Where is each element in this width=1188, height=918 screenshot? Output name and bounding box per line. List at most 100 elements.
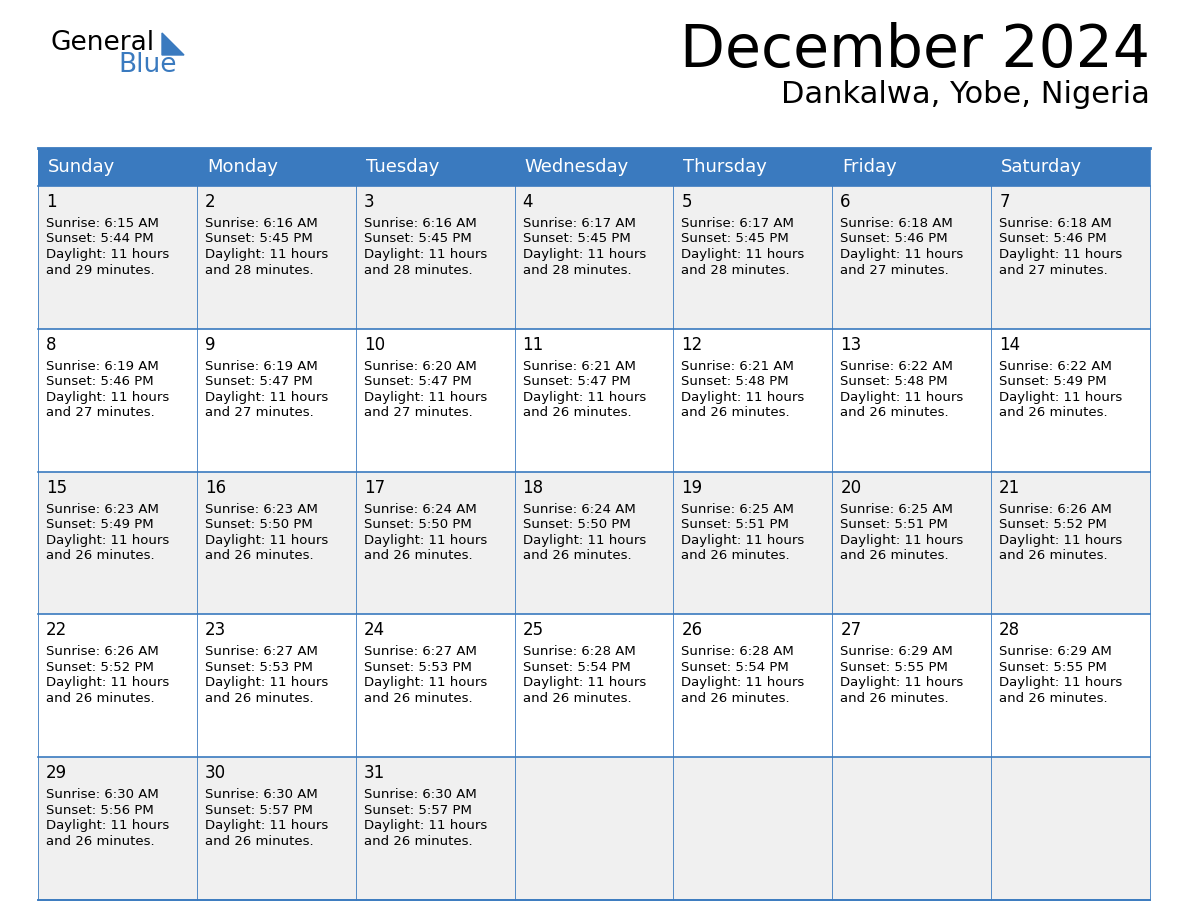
Bar [833, 186, 991, 329]
Bar [38, 329, 197, 472]
Text: Sunset: 5:49 PM: Sunset: 5:49 PM [999, 375, 1107, 388]
Text: Daylight: 11 hours: Daylight: 11 hours [204, 248, 328, 261]
Text: Daylight: 11 hours: Daylight: 11 hours [364, 248, 487, 261]
Text: and 27 minutes.: and 27 minutes. [840, 263, 949, 276]
Text: Sunday: Sunday [48, 158, 115, 176]
Text: Sunset: 5:51 PM: Sunset: 5:51 PM [840, 518, 948, 532]
Text: Sunrise: 6:26 AM: Sunrise: 6:26 AM [999, 502, 1112, 516]
Text: 14: 14 [999, 336, 1020, 353]
Text: Sunset: 5:47 PM: Sunset: 5:47 PM [364, 375, 472, 388]
Text: 16: 16 [204, 478, 226, 497]
Bar [197, 329, 355, 472]
Bar [674, 472, 833, 614]
Text: and 26 minutes.: and 26 minutes. [364, 834, 473, 847]
Text: 5: 5 [682, 193, 691, 211]
Text: Sunrise: 6:20 AM: Sunrise: 6:20 AM [364, 360, 476, 373]
Text: and 26 minutes.: and 26 minutes. [999, 692, 1107, 705]
Bar [833, 472, 991, 614]
Text: 29: 29 [46, 764, 68, 782]
Text: and 27 minutes.: and 27 minutes. [204, 407, 314, 420]
Text: and 28 minutes.: and 28 minutes. [204, 263, 314, 276]
Text: Friday: Friday [842, 158, 897, 176]
Text: Daylight: 11 hours: Daylight: 11 hours [46, 248, 169, 261]
Text: 6: 6 [840, 193, 851, 211]
Bar [991, 614, 1150, 757]
Text: 25: 25 [523, 621, 544, 640]
Text: Daylight: 11 hours: Daylight: 11 hours [523, 677, 646, 689]
Text: Monday: Monday [207, 158, 278, 176]
Text: Daylight: 11 hours: Daylight: 11 hours [682, 533, 804, 546]
Bar [674, 757, 833, 900]
Text: Sunrise: 6:30 AM: Sunrise: 6:30 AM [204, 789, 317, 801]
Text: Sunset: 5:57 PM: Sunset: 5:57 PM [204, 803, 312, 817]
Text: Sunset: 5:46 PM: Sunset: 5:46 PM [46, 375, 153, 388]
Text: Sunset: 5:46 PM: Sunset: 5:46 PM [840, 232, 948, 245]
Text: Blue: Blue [118, 52, 177, 78]
Text: Sunset: 5:55 PM: Sunset: 5:55 PM [840, 661, 948, 674]
Text: Daylight: 11 hours: Daylight: 11 hours [999, 248, 1123, 261]
Text: Daylight: 11 hours: Daylight: 11 hours [46, 391, 169, 404]
Text: Daylight: 11 hours: Daylight: 11 hours [204, 677, 328, 689]
Text: Daylight: 11 hours: Daylight: 11 hours [204, 533, 328, 546]
Text: Daylight: 11 hours: Daylight: 11 hours [364, 677, 487, 689]
Text: and 26 minutes.: and 26 minutes. [999, 407, 1107, 420]
Text: Daylight: 11 hours: Daylight: 11 hours [46, 677, 169, 689]
Text: Sunset: 5:48 PM: Sunset: 5:48 PM [682, 375, 789, 388]
Text: and 28 minutes.: and 28 minutes. [523, 263, 631, 276]
Bar [991, 472, 1150, 614]
Text: Daylight: 11 hours: Daylight: 11 hours [999, 391, 1123, 404]
Text: December 2024: December 2024 [680, 22, 1150, 79]
Bar [355, 148, 514, 186]
Bar [514, 757, 674, 900]
Text: Sunrise: 6:30 AM: Sunrise: 6:30 AM [46, 789, 159, 801]
Polygon shape [162, 33, 184, 55]
Bar [674, 186, 833, 329]
Text: Daylight: 11 hours: Daylight: 11 hours [682, 677, 804, 689]
Text: Sunset: 5:52 PM: Sunset: 5:52 PM [46, 661, 154, 674]
Text: Daylight: 11 hours: Daylight: 11 hours [364, 391, 487, 404]
Bar [197, 757, 355, 900]
Text: Sunrise: 6:23 AM: Sunrise: 6:23 AM [204, 502, 317, 516]
Bar [833, 148, 991, 186]
Text: 26: 26 [682, 621, 702, 640]
Text: 2: 2 [204, 193, 215, 211]
Text: 27: 27 [840, 621, 861, 640]
Text: and 26 minutes.: and 26 minutes. [46, 692, 154, 705]
Bar [38, 614, 197, 757]
Text: Sunrise: 6:29 AM: Sunrise: 6:29 AM [999, 645, 1112, 658]
Text: and 26 minutes.: and 26 minutes. [523, 407, 631, 420]
Text: 17: 17 [364, 478, 385, 497]
Bar [991, 329, 1150, 472]
Bar [38, 186, 197, 329]
Text: Sunset: 5:45 PM: Sunset: 5:45 PM [204, 232, 312, 245]
Bar [514, 329, 674, 472]
Bar [833, 757, 991, 900]
Text: Daylight: 11 hours: Daylight: 11 hours [364, 533, 487, 546]
Text: Dankalwa, Yobe, Nigeria: Dankalwa, Yobe, Nigeria [782, 80, 1150, 109]
Bar [991, 186, 1150, 329]
Text: and 29 minutes.: and 29 minutes. [46, 263, 154, 276]
Text: Sunrise: 6:16 AM: Sunrise: 6:16 AM [204, 217, 317, 230]
Text: Saturday: Saturday [1001, 158, 1082, 176]
Text: Sunrise: 6:18 AM: Sunrise: 6:18 AM [840, 217, 953, 230]
Bar [355, 472, 514, 614]
Text: 9: 9 [204, 336, 215, 353]
Text: 15: 15 [46, 478, 68, 497]
Text: Daylight: 11 hours: Daylight: 11 hours [999, 533, 1123, 546]
Text: Daylight: 11 hours: Daylight: 11 hours [999, 677, 1123, 689]
Text: Sunrise: 6:17 AM: Sunrise: 6:17 AM [682, 217, 795, 230]
Text: and 27 minutes.: and 27 minutes. [364, 407, 473, 420]
Text: Daylight: 11 hours: Daylight: 11 hours [204, 391, 328, 404]
Text: Sunrise: 6:17 AM: Sunrise: 6:17 AM [523, 217, 636, 230]
Text: and 27 minutes.: and 27 minutes. [999, 263, 1108, 276]
Text: and 26 minutes.: and 26 minutes. [204, 692, 314, 705]
Text: Sunset: 5:46 PM: Sunset: 5:46 PM [999, 232, 1107, 245]
Text: Sunrise: 6:22 AM: Sunrise: 6:22 AM [840, 360, 953, 373]
Text: Daylight: 11 hours: Daylight: 11 hours [682, 248, 804, 261]
Text: and 26 minutes.: and 26 minutes. [46, 549, 154, 562]
Text: and 26 minutes.: and 26 minutes. [364, 692, 473, 705]
Text: Daylight: 11 hours: Daylight: 11 hours [46, 819, 169, 833]
Text: Sunrise: 6:24 AM: Sunrise: 6:24 AM [364, 502, 476, 516]
Text: Sunset: 5:51 PM: Sunset: 5:51 PM [682, 518, 789, 532]
Bar [833, 614, 991, 757]
